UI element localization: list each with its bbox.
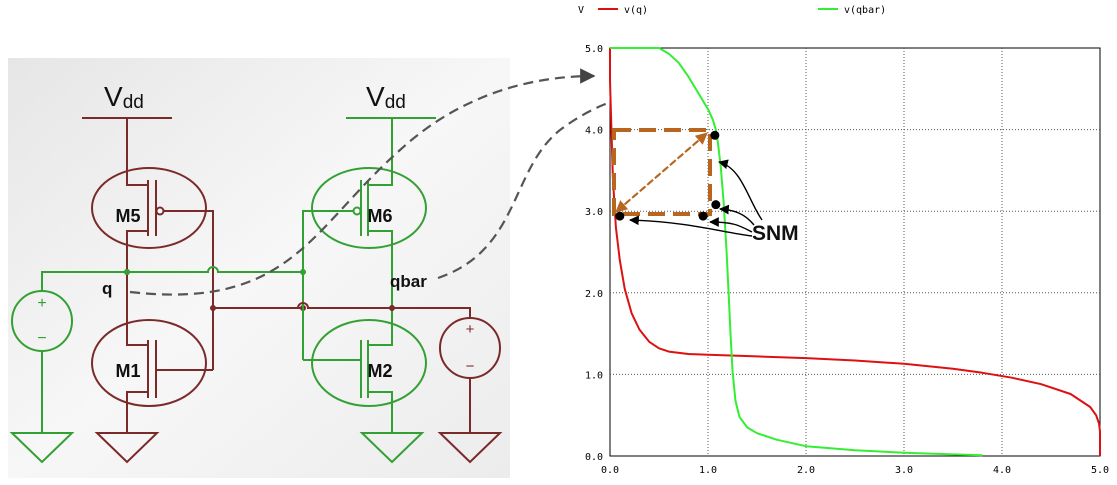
- x-tick-label: 1.0: [699, 465, 717, 476]
- m6-circle: [311, 167, 427, 249]
- m5-circle: [91, 167, 207, 249]
- arrow-q-to-curve: [129, 68, 596, 296]
- ground-m1: [94, 432, 160, 464]
- sram-schematic: Vdd Vdd: [8, 58, 510, 478]
- y-tick-label: 2.0: [585, 289, 603, 300]
- ground-left-source: [9, 432, 75, 464]
- plot-area: [609, 47, 1101, 457]
- series-line-qbar: [610, 47, 983, 457]
- m1-label: M1: [115, 361, 140, 381]
- m5-label: M5: [115, 206, 140, 226]
- legend-label-q: v(q): [624, 5, 648, 16]
- x-tick-label: 2.0: [797, 465, 815, 476]
- ground-right-source: [437, 432, 503, 464]
- vdd-left-label: Vdd: [104, 81, 144, 113]
- left-source-plus: +: [37, 295, 46, 312]
- m2-circle: [311, 319, 427, 407]
- snm-square: [612, 128, 712, 216]
- right-inverter: [9, 117, 436, 464]
- y-tick-label: 4.0: [585, 126, 603, 137]
- x-tick-label: 3.0: [895, 465, 913, 476]
- snm-corner-dot: [711, 200, 721, 210]
- snm-corner-dot: [710, 130, 720, 140]
- node-q-label: q: [102, 279, 112, 298]
- snm-corner-dots: [615, 130, 721, 221]
- y-tick-label: 0.0: [585, 452, 603, 463]
- vdd-right-label: Vdd: [366, 81, 406, 113]
- right-source-plus: +: [466, 321, 475, 338]
- left-source-minus: −: [37, 330, 46, 347]
- y-axis-unit: V: [578, 5, 584, 16]
- snm-square-outline: [612, 128, 712, 216]
- snm-label: SNM: [752, 222, 799, 245]
- x-tick-label: 5.0: [1091, 465, 1109, 476]
- snm-pointers: [629, 159, 763, 237]
- butterfly-curve-chart: 0.0 1.0 2.0 3.0 4.0 5.0 0.0 1.0 2.0 3.0 4.0 5.0 V v…: [578, 5, 1109, 476]
- x-tick-label: 0.0: [601, 465, 619, 476]
- series-line-q: [609, 48, 1101, 456]
- legend-label-qbar: v(qbar): [844, 5, 886, 16]
- y-tick-label: 3.0: [585, 207, 603, 218]
- axis-ticks: 0.0 1.0 2.0 3.0 4.0 5.0 0.0 1.0 2.0 3.0 4.0 5.0: [585, 44, 1109, 476]
- ground-m2: [359, 432, 425, 464]
- y-tick-label: 1.0: [585, 370, 603, 381]
- snm-corner-dot: [698, 211, 708, 221]
- node-qbar-dot: [389, 305, 395, 311]
- m2-label: M2: [367, 361, 392, 381]
- y-tick-label: 5.0: [585, 44, 603, 55]
- x-tick-label: 4.0: [993, 465, 1011, 476]
- series: [609, 47, 1101, 457]
- snm-corner-dot: [615, 211, 625, 221]
- right-source-minus: −: [466, 358, 475, 375]
- schematic-background: [8, 58, 510, 478]
- node-qbar-label: qbar: [390, 272, 427, 291]
- m6-label: M6: [367, 206, 392, 226]
- m1-circle: [91, 319, 207, 407]
